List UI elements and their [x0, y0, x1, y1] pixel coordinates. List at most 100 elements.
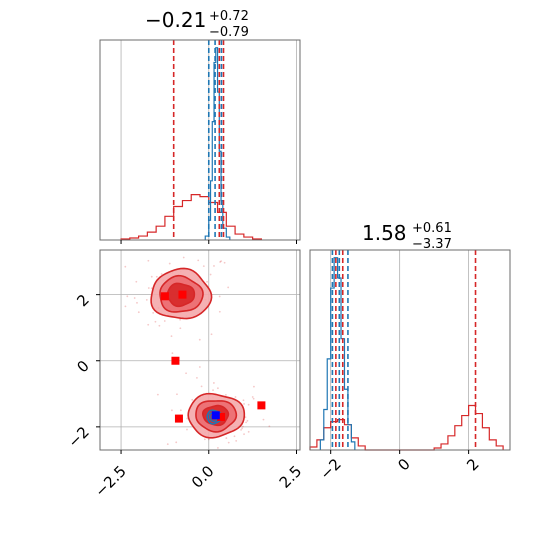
joint-sample-point: [235, 439, 238, 442]
y-marginal-grid: [330, 250, 470, 450]
joint-sample-point: [198, 338, 201, 341]
joint-marker-1: [178, 290, 187, 299]
joint-x-tick-label-2: 2.5: [276, 462, 306, 492]
joint-sample-point: [136, 301, 138, 304]
joint-sample-point: [219, 261, 222, 263]
y-marginal-title-sup: +0.61: [412, 221, 452, 236]
joint-sample-point: [217, 447, 219, 449]
joint-sample-point: [233, 435, 236, 438]
joint-sample-point: [135, 280, 138, 283]
joint-sample-point: [179, 409, 182, 412]
joint-sample-point: [203, 438, 206, 441]
joint-sample-point: [126, 295, 129, 298]
joint-y-tick-label-0: −2: [64, 423, 92, 451]
joint-sample-point: [186, 417, 189, 420]
joint-sample-point: [206, 280, 208, 283]
joint-sample-point: [158, 324, 161, 327]
joint-sample-point: [155, 275, 158, 278]
x-marginal-title-main: −0.21: [145, 8, 206, 32]
y-marginal-tick-label-1: 0: [394, 455, 413, 474]
joint-sample-point: [210, 333, 213, 336]
joint-sample-point: [251, 396, 254, 398]
panel-y-marginal: −2 0 2 1.58 +0.61 −3.37: [309, 221, 511, 483]
joint-sample-point: [223, 261, 226, 264]
y-marginal-histogram-series-1: [319, 257, 356, 450]
joint-sample-point: [207, 438, 210, 441]
joint-sample-point: [243, 403, 245, 405]
joint-sample-point: [147, 259, 150, 262]
y-marginal-ticks: −2 0 2: [316, 450, 483, 483]
joint-markers: [160, 290, 266, 423]
joint-sample-point: [150, 275, 153, 278]
joint-sample-point: [160, 273, 163, 275]
panel-x-marginal: −0.21 +0.72 −0.79: [99, 8, 301, 244]
joint-x-tick-label-1: 0.0: [188, 462, 218, 492]
joint-sample-point: [242, 425, 244, 428]
joint-marker-6: [211, 411, 220, 420]
joint-sample-point: [147, 323, 150, 326]
joint-sample-point: [133, 297, 136, 299]
joint-marker-4: [257, 401, 266, 410]
joint-y-tick-label-2: 2: [73, 291, 92, 310]
joint-sample-point: [262, 418, 265, 421]
joint-sample-point: [240, 428, 242, 431]
joint-sample-point: [154, 320, 157, 323]
joint-density-contours: [150, 267, 246, 439]
joint-sample-point: [224, 394, 227, 396]
joint-sample-point: [171, 352, 174, 355]
joint-sample-point: [242, 399, 245, 402]
joint-sample-point: [198, 366, 201, 368]
joint-sample-point: [170, 335, 173, 338]
joint-marker-5: [217, 412, 226, 421]
y-marginal-histogram-series-0: [309, 404, 504, 451]
joint-sample-point: [197, 259, 200, 262]
x-marginal-ticks: [120, 240, 297, 244]
y-marginal-tick-label-2: 2: [463, 455, 482, 474]
joint-sample-point: [147, 287, 150, 289]
joint-sample-point: [145, 298, 148, 301]
joint-sample-point: [166, 443, 169, 446]
joint-sample-point: [150, 287, 153, 290]
y-marginal-quantile-lines: [331, 250, 477, 450]
joint-sample-point: [182, 256, 185, 259]
joint-sample-point: [185, 372, 187, 375]
joint-sample-point: [186, 428, 188, 431]
joint-sample-point: [243, 433, 245, 436]
joint-sample-point: [137, 311, 140, 314]
joint-sample-point: [225, 437, 228, 439]
joint-sample-point: [241, 427, 243, 430]
joint-sample-point: [247, 430, 250, 433]
joint-sample-point: [124, 305, 127, 308]
joint-sample-point: [212, 382, 215, 384]
x-marginal-title-sup: +0.72: [209, 9, 249, 24]
y-marginal-tick-label-0: −2: [316, 455, 344, 483]
joint-sample-point: [191, 398, 194, 401]
joint-sample-point: [179, 327, 182, 330]
joint-sample-point: [175, 441, 178, 444]
joint-sample-point: [246, 419, 249, 422]
joint-sample-point: [234, 396, 237, 398]
joint-sample-point: [156, 393, 159, 396]
joint-sample-point: [245, 421, 247, 424]
joint-sample-point: [227, 441, 230, 444]
x-marginal-histogram-series-0: [120, 194, 263, 240]
joint-sample-point: [200, 385, 203, 388]
joint-sample-point: [216, 387, 219, 390]
x-marginal-histograms: [120, 47, 263, 240]
joint-x-ticks: −2.5 0.0 2.5: [91, 450, 305, 501]
joint-marker-2: [171, 356, 180, 365]
joint-y-tick-label-1: 0: [73, 357, 92, 376]
joint-x-tick-label-0: −2.5: [91, 462, 129, 500]
x-marginal-frame: [99, 39, 301, 241]
joint-marker-3: [174, 414, 183, 423]
joint-sample-point: [163, 320, 166, 322]
joint-sample-point: [209, 273, 212, 276]
joint-sample-point: [152, 311, 155, 314]
joint-sample-point: [227, 286, 230, 289]
joint-frame: [99, 249, 301, 451]
joint-y-ticks: −2 0 2: [64, 291, 100, 451]
x-marginal-title-sub: −0.79: [209, 25, 249, 40]
joint-sample-point: [176, 393, 178, 396]
joint-sample-point: [252, 397, 255, 400]
